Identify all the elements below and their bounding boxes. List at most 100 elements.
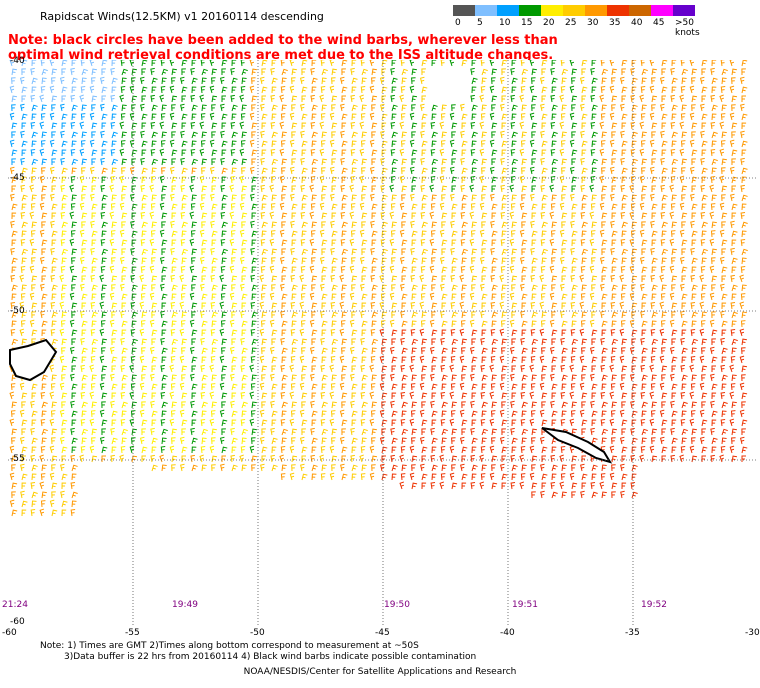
wind-barb (160, 86, 166, 94)
wind-barb (320, 60, 326, 67)
wind-barb (49, 166, 55, 175)
legend-swatch (541, 5, 563, 16)
wind-barb (370, 247, 375, 256)
wind-barb (430, 149, 436, 157)
wind-barb (141, 122, 147, 130)
wind-barb (401, 212, 408, 220)
wind-barb (169, 166, 175, 175)
wind-barb (581, 221, 588, 229)
wind-barb (31, 221, 37, 229)
wind-barb (221, 176, 227, 184)
wind-barb (201, 212, 208, 220)
wind-barb (621, 68, 626, 76)
wind-barb (511, 104, 518, 112)
wind-barb (261, 149, 267, 157)
wind-barb (90, 247, 95, 256)
wind-barb (371, 77, 376, 85)
wind-barb (510, 67, 515, 76)
wind-barb (741, 113, 748, 121)
wind-barb (351, 194, 357, 202)
wind-barb (270, 203, 276, 211)
wind-barb (341, 86, 348, 94)
wind-barb (630, 121, 636, 130)
wind-barb (11, 158, 16, 166)
wind-barb (421, 230, 427, 238)
wind-barb (60, 130, 65, 139)
wind-barb (531, 68, 537, 76)
wind-barb (550, 67, 555, 76)
wind-barb (399, 121, 405, 130)
wind-barb (159, 121, 165, 130)
wind-barb (131, 185, 136, 192)
wind-barbs (9, 60, 748, 517)
wind-barb (111, 140, 117, 148)
wind-barb (130, 220, 135, 229)
wind-barb (310, 149, 316, 157)
wind-barb (491, 95, 498, 103)
wind-barb (260, 130, 265, 139)
wind-barb (580, 211, 586, 220)
wind-barb (559, 121, 565, 130)
wind-barb (680, 60, 686, 67)
wind-barb (71, 194, 77, 202)
wind-barb (71, 104, 78, 112)
wind-barb (461, 140, 468, 148)
wind-barb (641, 185, 648, 193)
wind-barb (391, 221, 397, 229)
wind-barb (639, 229, 645, 238)
wind-barb (240, 113, 246, 121)
wind-barb (651, 212, 657, 220)
wind-barb (49, 112, 55, 121)
wind-barb (710, 176, 716, 184)
wind-barb (591, 248, 597, 256)
wind-barb (401, 185, 408, 193)
wind-barb (650, 193, 655, 202)
wind-barb (199, 229, 205, 238)
wind-barb (149, 238, 155, 247)
wind-barb (171, 212, 177, 220)
wind-barb (41, 131, 47, 139)
wind-barb (279, 121, 285, 130)
wind-barb (49, 85, 55, 94)
wind-barb (471, 194, 477, 202)
wind-barb (220, 184, 225, 193)
wind-barb (51, 104, 56, 112)
wind-barb (81, 68, 88, 76)
wind-barb (559, 175, 565, 184)
wind-barb (541, 149, 547, 157)
wind-barb (241, 194, 246, 202)
wind-barb (340, 239, 346, 247)
wind-barb (140, 184, 145, 193)
wind-barb (321, 158, 327, 166)
wind-barb (51, 176, 58, 184)
wind-barb (511, 248, 517, 256)
wind-barb (151, 158, 158, 166)
wind-barb (170, 247, 175, 256)
wind-barb (401, 131, 407, 139)
wind-barb (210, 247, 215, 256)
wind-barb (311, 104, 318, 112)
wind-barb (11, 95, 18, 103)
wind-barb (500, 184, 505, 193)
wind-barb (280, 86, 286, 94)
wind-barb (360, 113, 366, 121)
wind-barb (500, 130, 505, 139)
wind-barb (231, 194, 237, 202)
wind-barb (421, 95, 426, 102)
wind-barb (240, 86, 246, 94)
wind-barb (231, 60, 237, 67)
wind-barb (661, 68, 666, 76)
wind-barb (581, 60, 588, 67)
wind-barb (679, 202, 685, 211)
wind-barb (60, 239, 66, 247)
wind-barb (171, 203, 178, 211)
wind-barb (700, 239, 706, 247)
wind-barb (110, 149, 116, 157)
wind-barb (591, 221, 597, 229)
wind-barb (281, 104, 287, 112)
wind-barb (681, 167, 686, 175)
wind-barb (141, 221, 148, 229)
wind-barb (89, 85, 95, 94)
wind-barb (411, 158, 416, 166)
wind-barb (91, 104, 96, 112)
